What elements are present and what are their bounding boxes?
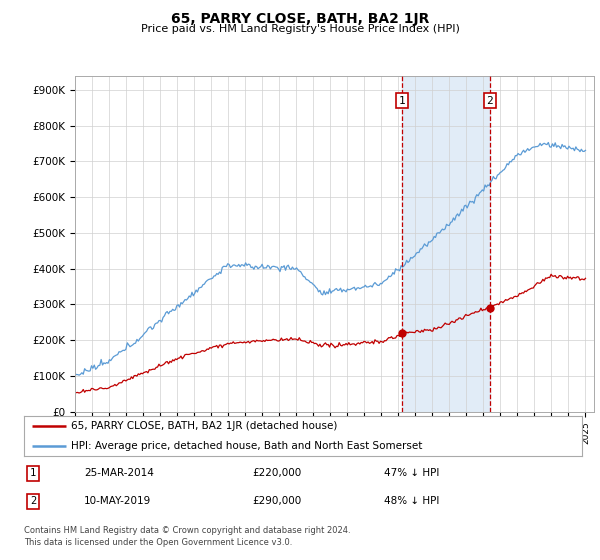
Text: HPI: Average price, detached house, Bath and North East Somerset: HPI: Average price, detached house, Bath… — [71, 441, 423, 451]
Text: 10-MAY-2019: 10-MAY-2019 — [84, 496, 151, 506]
Text: 25-MAR-2014: 25-MAR-2014 — [84, 468, 154, 478]
Text: Price paid vs. HM Land Registry's House Price Index (HPI): Price paid vs. HM Land Registry's House … — [140, 24, 460, 34]
Text: 65, PARRY CLOSE, BATH, BA2 1JR (detached house): 65, PARRY CLOSE, BATH, BA2 1JR (detached… — [71, 421, 338, 431]
Text: 1: 1 — [30, 468, 36, 478]
Text: 48% ↓ HPI: 48% ↓ HPI — [384, 496, 439, 506]
Text: 47% ↓ HPI: 47% ↓ HPI — [384, 468, 439, 478]
Text: 2: 2 — [487, 96, 493, 106]
Text: 1: 1 — [399, 96, 406, 106]
Bar — [402, 76, 490, 412]
Text: £290,000: £290,000 — [252, 496, 301, 506]
Text: £220,000: £220,000 — [252, 468, 301, 478]
Text: 65, PARRY CLOSE, BATH, BA2 1JR: 65, PARRY CLOSE, BATH, BA2 1JR — [171, 12, 429, 26]
Text: Contains HM Land Registry data © Crown copyright and database right 2024.
This d: Contains HM Land Registry data © Crown c… — [24, 526, 350, 547]
Text: 2: 2 — [30, 496, 36, 506]
